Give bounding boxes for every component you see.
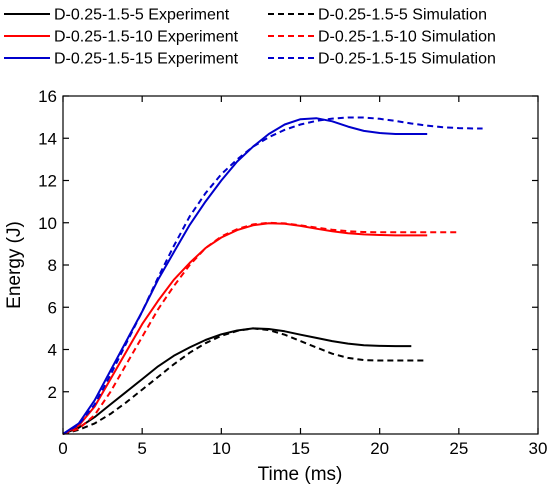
legend-entry-2: D-0.25-1.5-5 Simulation xyxy=(268,7,487,24)
legend-label: D-0.25-1.5-5 Experiment xyxy=(54,7,230,24)
y-tick-label: 8 xyxy=(48,256,57,275)
legend: D-0.25-1.5-5 Experiment D-0.25-1.5-5 Simu… xyxy=(4,7,496,68)
series-line-2 xyxy=(62,327,428,435)
series-line-4 xyxy=(62,221,459,435)
x-tick-label: 15 xyxy=(291,439,310,458)
legend-label: D-0.25-1.5-5 Simulation xyxy=(318,7,487,24)
legend-label: D-0.25-1.5-10 Simulation xyxy=(318,29,496,46)
y-tick-label: 4 xyxy=(48,341,57,360)
y-tick-label: 16 xyxy=(38,87,57,106)
legend-label: D-0.25-1.5-10 Experiment xyxy=(54,29,239,46)
legend-label: D-0.25-1.5-15 Simulation xyxy=(318,51,496,68)
x-tick-label: 0 xyxy=(58,439,67,458)
series-line-5 xyxy=(62,117,428,435)
axes: 0 5 10 15 20 25 30 2 4 6 8 10 12 14 16 xyxy=(38,87,547,458)
y-tick-label: 6 xyxy=(48,298,57,317)
x-tick-label: 25 xyxy=(449,439,468,458)
legend-entry-1: D-0.25-1.5-5 Experiment xyxy=(4,7,230,24)
x-tick-label: 20 xyxy=(370,439,389,458)
y-axis-title: Energy (J) xyxy=(4,221,25,309)
x-tick-label: 5 xyxy=(137,439,146,458)
legend-entry-3: D-0.25-1.5-10 Experiment xyxy=(4,29,239,46)
x-tick-label: 10 xyxy=(212,439,231,458)
y-tick-label: 14 xyxy=(38,129,57,148)
series-line-1 xyxy=(62,327,412,435)
plot-area xyxy=(62,116,483,435)
legend-label: D-0.25-1.5-15 Experiment xyxy=(54,51,239,68)
y-tick-label: 12 xyxy=(38,172,57,191)
x-tick-label: 30 xyxy=(529,439,548,458)
x-axis-title: Time (ms) xyxy=(258,464,343,485)
series-line-6 xyxy=(62,116,483,435)
y-tick-label: 2 xyxy=(48,383,57,402)
legend-entry-6: D-0.25-1.5-15 Simulation xyxy=(268,51,496,68)
legend-entry-4: D-0.25-1.5-10 Simulation xyxy=(268,29,496,46)
y-tick-label: 10 xyxy=(38,214,57,233)
plot-frame xyxy=(62,95,539,435)
legend-entry-5: D-0.25-1.5-15 Experiment xyxy=(4,51,239,68)
